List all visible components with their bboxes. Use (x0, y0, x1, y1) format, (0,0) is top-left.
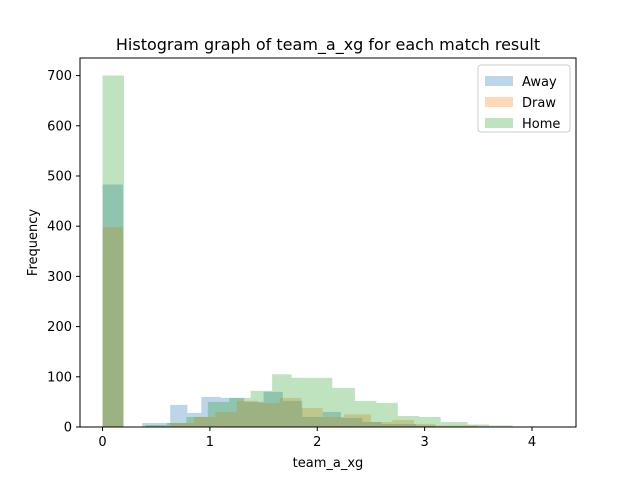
y-tick-label: 600 (47, 119, 72, 134)
x-tick-label: 1 (206, 435, 214, 450)
bar-away (220, 397, 245, 427)
series-home (102, 75, 554, 427)
bar-away (381, 423, 417, 427)
bar-draw (215, 411, 237, 427)
legend-label-draw: Draw (522, 96, 556, 111)
chart-title: Histogram graph of team_a_xg for each ma… (116, 35, 540, 55)
bar-draw (344, 414, 371, 427)
bar-away (201, 396, 221, 427)
bar-away (362, 421, 382, 427)
bar-away (102, 184, 123, 427)
bar-home (397, 415, 420, 427)
bar-away (244, 401, 264, 427)
bar-away (187, 412, 202, 427)
legend-swatch-draw (485, 97, 513, 107)
legend: Away Draw Home (477, 64, 571, 133)
bar-draw (279, 397, 302, 427)
bar-home (332, 387, 355, 427)
bars-layer (102, 75, 554, 427)
legend-label-home: Home (522, 117, 560, 132)
bar-away (282, 400, 303, 427)
bar-home (376, 402, 398, 427)
x-tick-label: 0 (98, 435, 106, 450)
bar-home (291, 377, 333, 427)
bar-away (302, 416, 323, 427)
bar-draw (193, 416, 216, 427)
y-tick-label: 400 (47, 220, 72, 235)
bar-draw (370, 421, 393, 427)
bar-home (467, 424, 490, 427)
bar-draw (236, 400, 259, 427)
x-axis-label: team_a_xg (293, 456, 364, 471)
bar-away (142, 422, 171, 427)
bar-away (340, 417, 363, 427)
y-tick-label: 300 (47, 270, 72, 285)
y-tick-label: 100 (47, 370, 72, 385)
bar-draw (258, 402, 280, 427)
legend-swatch-away (485, 76, 513, 86)
bar-away (170, 404, 188, 427)
bar-home (250, 390, 273, 427)
y-tick-label: 500 (47, 169, 72, 184)
bar-home (440, 421, 468, 427)
bar-draw (413, 423, 436, 427)
plot-frame (79, 57, 577, 428)
bar-draw (170, 422, 194, 427)
bar-home (419, 416, 441, 427)
y-tick-label: 0 (64, 421, 72, 436)
bar-draw (322, 416, 345, 427)
x-tick-label: 2 (313, 435, 321, 450)
series-draw (102, 227, 479, 427)
bar-draw (435, 425, 479, 427)
bar-home (186, 416, 208, 427)
x-tick-label: 4 (528, 435, 536, 450)
bar-draw (301, 407, 323, 427)
bar-home (145, 424, 167, 427)
x-axis-ticks: 0 1 2 3 4 (98, 427, 536, 450)
y-tick-label: 200 (47, 320, 72, 335)
legend-label-away: Away (522, 75, 557, 90)
bar-draw (102, 227, 123, 427)
bar-home (229, 397, 251, 427)
legend-swatch-home (485, 118, 513, 128)
bar-draw (392, 419, 414, 427)
bar-home (354, 400, 377, 427)
bar-away (416, 425, 436, 427)
bar-home (272, 374, 292, 427)
bar-away (322, 411, 341, 427)
series-away (102, 184, 436, 427)
y-tick-label: 700 (47, 69, 72, 84)
x-tick-label: 3 (420, 435, 428, 450)
bar-away (263, 391, 283, 427)
bar-home (207, 401, 230, 427)
legend-box (477, 64, 571, 133)
y-axis-ticks: 0 100 200 300 400 500 600 700 (47, 69, 80, 436)
bar-home (489, 425, 513, 427)
y-axis-label: Frequency (26, 209, 41, 276)
bar-home (102, 75, 125, 427)
bar-home (166, 422, 187, 427)
